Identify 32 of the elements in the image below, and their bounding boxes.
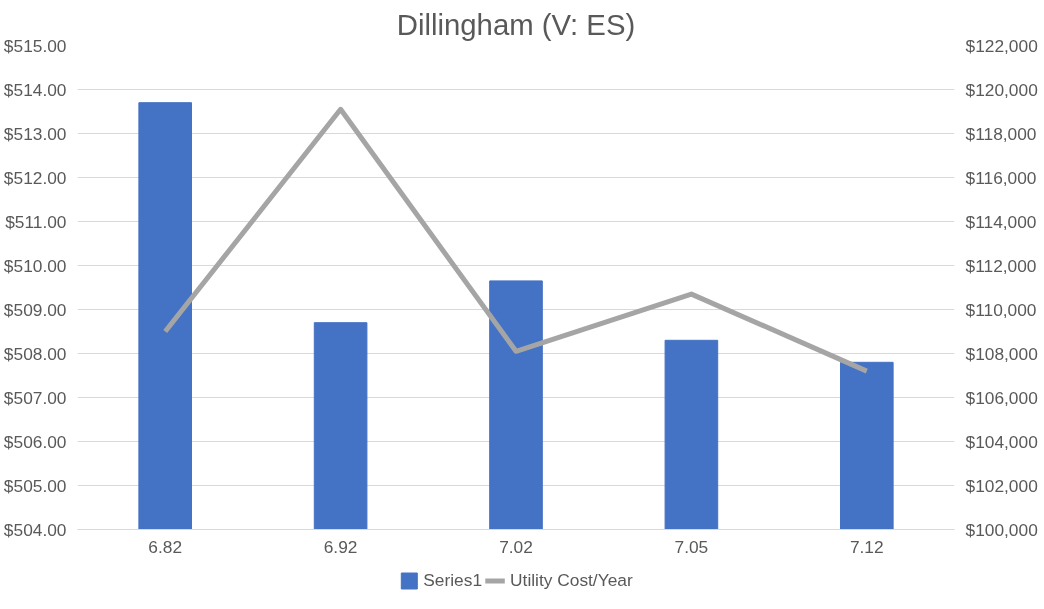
chart-title: Dillingham (V: ES) — [396, 7, 636, 41]
y-tick-label: $505.00 — [3, 475, 67, 496]
y-tick-label: $506.00 — [3, 431, 67, 452]
y2-tick-label: $100,000 — [965, 519, 1038, 540]
y2-tick-label: $108,000 — [965, 343, 1038, 364]
x-tick-label: 6.92 — [323, 536, 358, 557]
y-tick-label: $512.00 — [3, 167, 67, 188]
y2-tick-label: $102,000 — [965, 475, 1038, 496]
y-tick-label: $514.00 — [3, 79, 67, 100]
y-tick-label: $511.00 — [5, 211, 67, 232]
y-tick-label: $508.00 — [3, 343, 67, 364]
y2-tick-label: $122,000 — [965, 35, 1038, 56]
y2-tick-label: $118,000 — [965, 123, 1037, 144]
x-tick-label: 6.82 — [148, 536, 183, 557]
y2-tick-label: $106,000 — [965, 387, 1038, 408]
y2-tick-label: $116,000 — [965, 167, 1037, 188]
legend-label: Utility Cost/Year — [510, 569, 633, 591]
y-tick-label: $510.00 — [3, 255, 67, 276]
y-tick-label: $513.00 — [3, 123, 67, 144]
y-tick-label: $507.00 — [3, 387, 67, 408]
y-tick-label: $509.00 — [3, 299, 67, 320]
y2-tick-label: $104,000 — [965, 431, 1038, 452]
y-tick-label: $504.00 — [3, 519, 67, 540]
legend-label: Series1 — [423, 569, 483, 591]
y2-tick-label: $112,000 — [965, 255, 1037, 276]
y-tick-label: $515.00 — [3, 35, 67, 56]
y2-tick-label: $120,000 — [965, 79, 1038, 100]
x-tick-label: 7.12 — [849, 536, 884, 557]
x-tick-label: 7.02 — [499, 536, 533, 557]
x-tick-label: 7.05 — [674, 536, 709, 557]
y2-tick-label: $114,000 — [965, 211, 1037, 232]
y2-tick-label: $110,000 — [965, 299, 1037, 320]
